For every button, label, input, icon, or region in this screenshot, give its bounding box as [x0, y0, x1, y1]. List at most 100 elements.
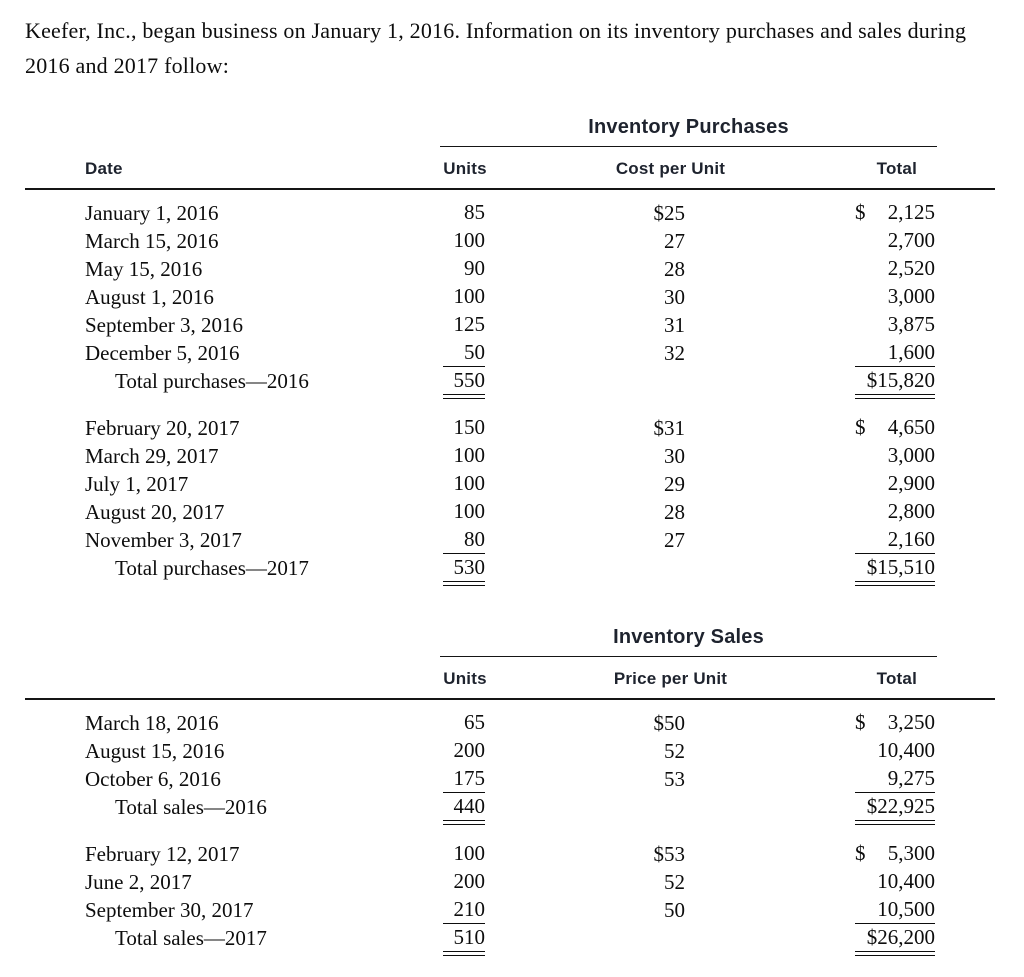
date-cell: August 1, 2016 — [85, 284, 214, 309]
currency-sign: $ — [855, 841, 866, 865]
column-header-date-empty — [25, 669, 420, 689]
currency-sign: $ — [855, 415, 866, 439]
sales-column-header-row: Units Price per Unit Total — [25, 657, 995, 700]
amount-value: 10,400 — [877, 738, 935, 762]
date-cell: March 29, 2017 — [85, 443, 219, 468]
date-cell: October 6, 2016 — [85, 766, 221, 791]
total-cell: 2,800 — [765, 499, 995, 525]
column-header-total: Total — [876, 159, 917, 178]
price-cell: 27 — [664, 527, 685, 552]
price-cell: 52 — [664, 738, 685, 763]
purchase-row: December 5, 2016 50 32 1,600 — [25, 339, 995, 367]
total-label-cell: Total sales—2016 — [115, 794, 267, 819]
total-label-cell: Total purchases—2017 — [115, 555, 309, 580]
units-cell: 90 — [420, 256, 510, 282]
total-cell: 10,400 — [765, 869, 995, 895]
total-label-cell: Total purchases—2016 — [115, 368, 309, 393]
sale-row: February 12, 2017 100 $53 $5,300 — [25, 840, 995, 868]
units-value: 200 — [453, 869, 486, 893]
amount-value: $2,125 — [855, 200, 935, 224]
table-group: January 1, 2016 85 $25 $2,125 March 15, … — [25, 199, 995, 399]
date-cell: September 3, 2016 — [85, 312, 244, 337]
page: Keefer, Inc., began business on January … — [25, 18, 995, 956]
price-cell: $25 — [653, 200, 686, 225]
amount-value: 2,160 — [855, 527, 935, 554]
amount-value: 3,000 — [887, 443, 935, 467]
purchase-row: July 1, 2017 100 29 2,900 — [25, 470, 995, 498]
purchase-row: November 3, 2017 80 27 2,160 — [25, 526, 995, 554]
column-header-units: Units — [443, 669, 487, 688]
amount-value: 2,900 — [887, 471, 935, 495]
purchase-row: May 15, 2016 90 28 2,520 — [25, 255, 995, 283]
price-cell: 53 — [664, 766, 685, 791]
total-cell: 3,875 — [765, 312, 995, 338]
date-cell: February 12, 2017 — [85, 841, 240, 866]
amount-value: 9,275 — [855, 766, 935, 793]
units-cell: 175 — [420, 766, 510, 793]
purchases-table: Inventory Purchases Date Units Cost per … — [25, 116, 995, 586]
intro-paragraph: Keefer, Inc., began business on January … — [25, 18, 967, 78]
total-row: Total purchases—2017 530 $15,510 — [25, 554, 995, 586]
sales-spanner-header: Inventory Sales — [440, 626, 937, 657]
price-cell: 29 — [664, 471, 685, 496]
units-value: 100 — [453, 841, 486, 865]
total-units-value: 550 — [443, 368, 485, 399]
column-header-price-per-unit: Price per Unit — [613, 669, 728, 688]
sales-table: Inventory Sales Units Price per Unit Tot… — [25, 626, 995, 956]
total-cell: $4,650 — [765, 415, 995, 441]
amount-value: 3,000 — [887, 284, 935, 308]
total-units-cell: 530 — [420, 555, 510, 586]
total-amount-value: $22,925 — [855, 794, 935, 825]
column-header-total: Total — [876, 669, 917, 688]
date-cell: June 2, 2017 — [85, 869, 192, 894]
units-cell: 200 — [420, 738, 510, 764]
units-cell: 125 — [420, 312, 510, 338]
units-value: 85 — [464, 200, 485, 224]
total-units-value: 530 — [443, 555, 485, 586]
units-cell: 150 — [420, 415, 510, 441]
purchase-row: August 1, 2016 100 30 3,000 — [25, 283, 995, 311]
total-units-cell: 550 — [420, 368, 510, 399]
sale-row: August 15, 2016 200 52 10,400 — [25, 737, 995, 765]
amount-value: $3,250 — [855, 710, 935, 734]
units-cell: 80 — [420, 527, 510, 554]
total-amount-value: $26,200 — [855, 925, 935, 956]
sale-row: September 30, 2017 210 50 10,500 — [25, 896, 995, 924]
table-group: February 12, 2017 100 $53 $5,300 June 2,… — [25, 840, 995, 956]
column-header-date: Date — [85, 159, 123, 178]
amount-value: 2,520 — [887, 256, 935, 280]
price-cell: $50 — [653, 710, 686, 735]
total-amount-cell: $26,200 — [765, 925, 995, 956]
total-cell: $3,250 — [765, 710, 995, 736]
amount-value: 3,875 — [887, 312, 935, 336]
column-header-units: Units — [443, 159, 487, 178]
total-cell: 2,160 — [765, 527, 995, 554]
units-value: 125 — [453, 312, 486, 336]
total-cell: 3,000 — [765, 443, 995, 469]
purchases-spanner-header: Inventory Purchases — [440, 116, 937, 147]
total-label-cell: Total sales—2017 — [115, 925, 267, 950]
price-cell: 30 — [664, 443, 685, 468]
total-units-value: 440 — [443, 794, 485, 825]
units-cell: 100 — [420, 228, 510, 254]
price-cell: 28 — [664, 256, 685, 281]
price-cell: 32 — [664, 340, 685, 365]
total-amount-cell: $15,510 — [765, 555, 995, 586]
amount-value: 2,700 — [887, 228, 935, 252]
date-cell: November 3, 2017 — [85, 527, 242, 552]
total-units-value: 510 — [443, 925, 485, 956]
price-cell: 28 — [664, 499, 685, 524]
sale-row: October 6, 2016 175 53 9,275 — [25, 765, 995, 793]
units-value: 65 — [464, 710, 485, 734]
units-cell: 100 — [420, 499, 510, 525]
units-value: 200 — [453, 738, 486, 762]
units-value: 175 — [443, 766, 485, 793]
date-cell: September 30, 2017 — [85, 897, 254, 922]
price-cell: 31 — [664, 312, 685, 337]
amount-value: $4,650 — [855, 415, 935, 439]
total-amount-cell: $15,820 — [765, 368, 995, 399]
units-value: 100 — [453, 443, 486, 467]
date-cell: January 1, 2016 — [85, 200, 219, 225]
units-value: 210 — [443, 897, 485, 924]
sales-rows: March 18, 2016 65 $50 $3,250 August 15, … — [25, 700, 995, 956]
